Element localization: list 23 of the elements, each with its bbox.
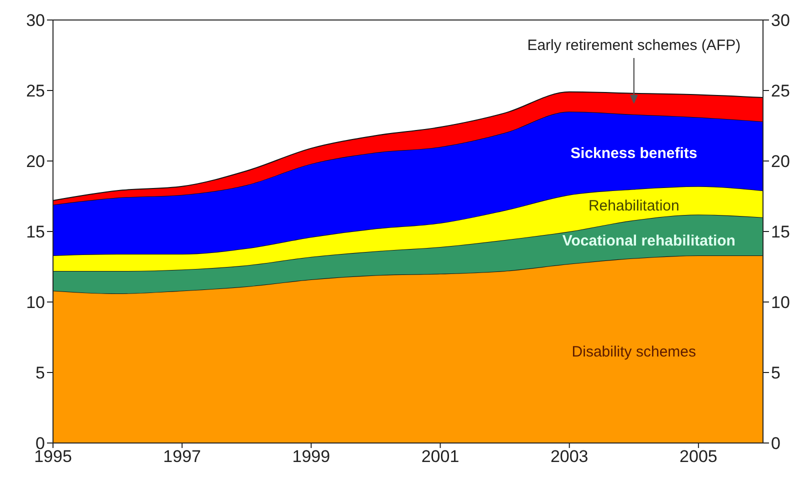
x-tick-label: 2003 [550, 447, 588, 466]
y-tick-label: 25 [26, 82, 45, 101]
series-label: Sickness benefits [570, 144, 698, 162]
x-tick-label: 2005 [680, 447, 718, 466]
x-tick-label: 1997 [163, 447, 202, 466]
y-tick-label: 20 [26, 152, 45, 172]
text: Early retirement schemes (AFP) [527, 37, 741, 54]
series-label: Rehabilitation [588, 198, 680, 215]
y-tick-label: 30 [26, 11, 45, 30]
x-tick-label: 1999 [292, 447, 330, 466]
y-tick-label: 15 [26, 222, 45, 242]
y2-tick-label: 20 [771, 152, 790, 172]
x-tick-label: 2001 [421, 447, 460, 466]
y2-tick-label: 0 [771, 434, 780, 454]
y2-tick-label: 10 [771, 293, 790, 312]
y-tick-label: 10 [26, 293, 45, 312]
series-label: Vocational rehabilitation [562, 232, 736, 250]
series-label: Disability schemes [572, 344, 696, 361]
y2-tick-label: 25 [771, 82, 790, 101]
y2-tick-label: 30 [771, 11, 790, 30]
y2-tick-label: 15 [771, 222, 790, 242]
y-tick-label: 5 [36, 364, 45, 383]
y2-tick-label: 5 [771, 364, 780, 383]
